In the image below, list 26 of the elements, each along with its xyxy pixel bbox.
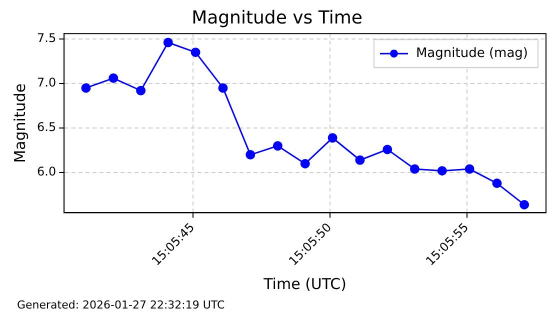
x-axis-title: Time (UTC) [262,274,347,293]
y-tick-label: 6.5 [36,120,56,134]
point [190,48,200,58]
point [464,164,474,174]
point [410,164,420,174]
point [300,158,310,168]
point [163,38,173,48]
y-tick-label: 7.5 [36,31,56,46]
chart-title: Magnitude vs Time [192,7,362,28]
point [272,141,282,151]
point [437,166,447,176]
point [355,155,365,165]
legend-label: Magnitude (mag) [416,46,528,61]
point [108,73,118,83]
y-axis-title: Magnitude [10,83,29,163]
point [246,150,256,160]
y-tick-label: 6.0 [36,164,56,179]
y-tick-label: 7.0 [36,76,56,90]
point [492,178,502,188]
point [328,133,338,143]
point [136,86,146,96]
point [81,83,91,93]
text: Generated: 2026-01-27 22:32:19 UTC [17,298,226,312]
point [218,83,228,93]
point [382,144,392,154]
point [520,200,530,210]
